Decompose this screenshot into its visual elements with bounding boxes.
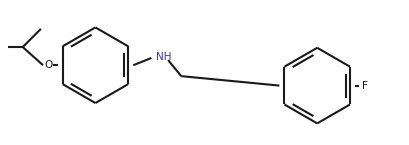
Text: O: O [44, 60, 52, 70]
Text: NH: NH [156, 52, 171, 62]
Text: F: F [362, 81, 367, 91]
